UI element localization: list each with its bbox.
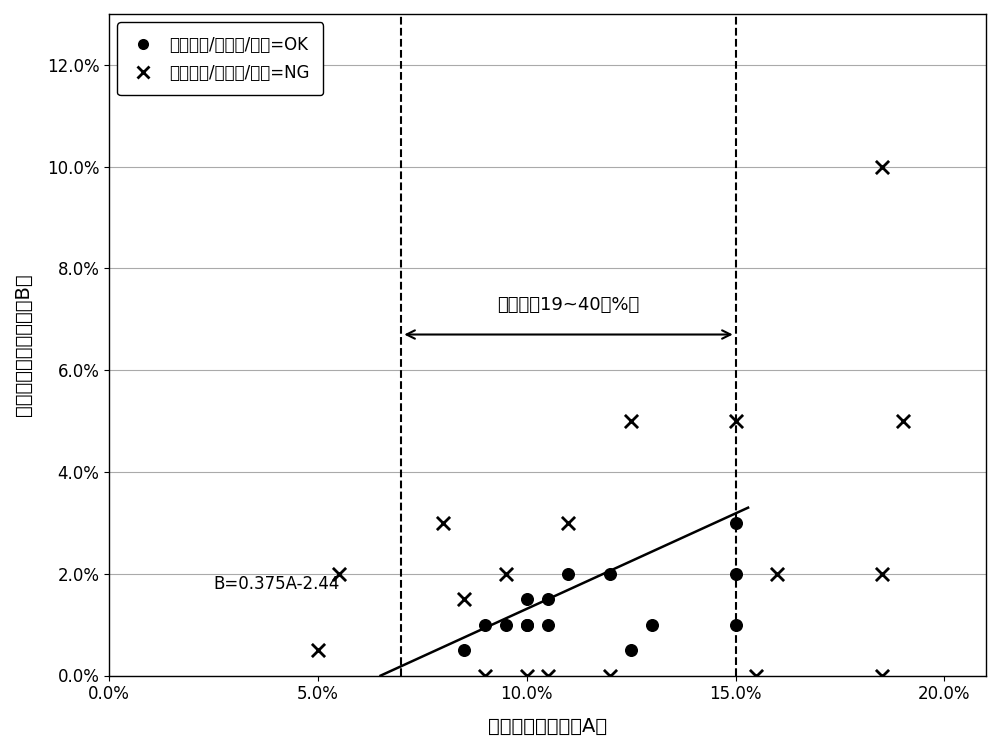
Point (519, 593, 535, 605)
Point (435, 517, 451, 529)
Point (477, 619, 493, 631)
Point (602, 568, 618, 580)
Point (519, 619, 535, 631)
Point (644, 619, 660, 631)
Point (728, 415, 744, 427)
Point (456, 644, 472, 656)
Point (540, 593, 556, 605)
Text: 内部雾度19~40（%）: 内部雾度19~40（%） (497, 296, 640, 314)
Point (560, 517, 576, 529)
X-axis label: 树脂粒子添加量（A）: 树脂粒子添加量（A） (488, 717, 607, 736)
Point (519, 619, 535, 631)
Point (477, 670, 493, 682)
Point (310, 644, 326, 656)
Point (748, 670, 764, 682)
Point (874, 568, 890, 580)
Point (498, 568, 514, 580)
Point (769, 568, 785, 580)
Point (623, 644, 639, 656)
Y-axis label: 胶体二氧化硬添加量（B）: 胶体二氧化硬添加量（B） (14, 274, 33, 416)
Point (331, 568, 347, 580)
Point (540, 619, 556, 631)
Point (540, 670, 556, 682)
Point (560, 568, 576, 580)
Point (728, 517, 744, 529)
Legend: 耗闪烁性/防眺性/亮度=OK, 耗闪烁性/防眺性/亮度=NG: 耗闪烁性/防眺性/亮度=OK, 耗闪烁性/防眺性/亮度=NG (117, 22, 323, 95)
Point (498, 619, 514, 631)
Point (895, 415, 911, 427)
Text: B=0.375A-2.44: B=0.375A-2.44 (214, 575, 340, 593)
Point (456, 593, 472, 605)
Point (874, 160, 890, 172)
Point (728, 568, 744, 580)
Point (519, 670, 535, 682)
Point (602, 670, 618, 682)
Point (874, 670, 890, 682)
Point (623, 415, 639, 427)
Point (728, 619, 744, 631)
